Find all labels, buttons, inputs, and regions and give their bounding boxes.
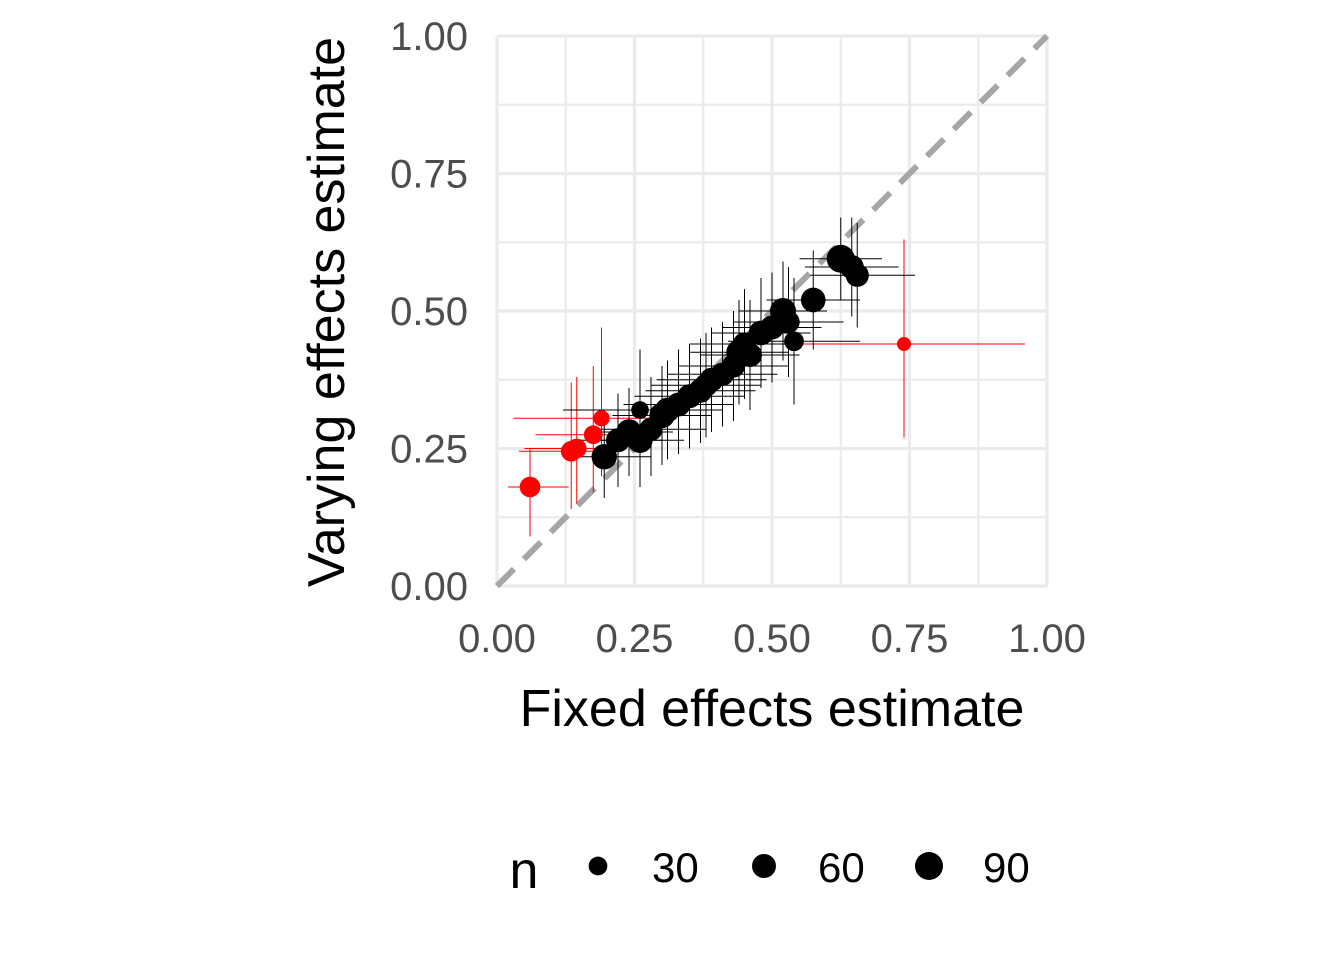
data-points <box>519 244 912 498</box>
x-tick-label: 1.00 <box>1008 617 1086 661</box>
data-point <box>631 401 649 419</box>
data-point <box>777 310 800 334</box>
error-bars <box>508 217 1025 537</box>
x-tick-label: 0.75 <box>871 617 949 661</box>
legend-label: 30 <box>652 844 699 891</box>
x-tick-label: 0.25 <box>596 617 674 661</box>
legend-title: n <box>510 842 539 900</box>
legend-label: 90 <box>983 844 1030 891</box>
y-tick-label: 0.50 <box>390 290 468 334</box>
data-point <box>593 410 610 427</box>
y-tick-label: 0.75 <box>390 153 468 197</box>
x-tick-label: 0.00 <box>458 617 536 661</box>
data-point <box>845 263 869 287</box>
legend-key-size <box>588 856 608 876</box>
x-tick-label: 0.50 <box>733 617 811 661</box>
x-axis-tick-labels: 0.00 0.25 0.50 0.75 1.00 <box>458 617 1086 661</box>
data-point <box>583 425 603 445</box>
y-axis-title: Varying effects estimate <box>298 37 356 587</box>
y-tick-label: 0.00 <box>390 565 468 609</box>
data-point <box>800 287 826 313</box>
y-tick-label: 1.00 <box>390 15 468 59</box>
data-point <box>784 331 804 352</box>
x-axis-title: Fixed effects estimate <box>520 680 1025 738</box>
y-tick-label: 0.25 <box>390 428 468 472</box>
size-legend: n 30 60 90 <box>510 842 1030 900</box>
data-point <box>566 438 587 459</box>
data-point <box>519 476 541 498</box>
legend-key-size <box>752 854 776 878</box>
legend-key-size <box>915 852 943 880</box>
y-axis-tick-labels: 0.00 0.25 0.50 0.75 1.00 <box>390 15 468 609</box>
data-point <box>591 444 617 470</box>
data-point <box>896 336 912 352</box>
legend-label: 60 <box>818 844 865 891</box>
